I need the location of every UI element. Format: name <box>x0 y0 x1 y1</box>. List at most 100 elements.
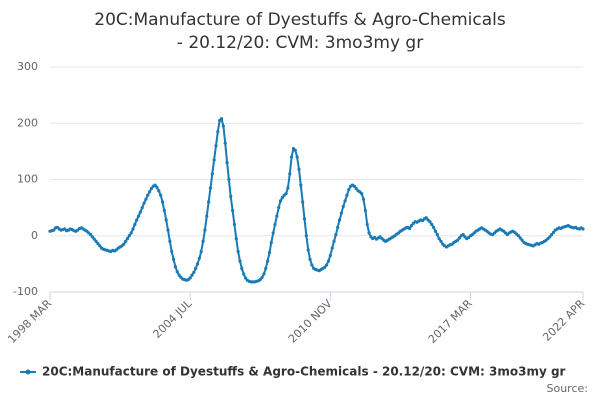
data-point <box>177 273 181 277</box>
data-point <box>223 141 227 145</box>
x-tick-label: 2004 JUL <box>151 296 195 340</box>
data-point <box>330 246 334 250</box>
data-point <box>227 177 231 182</box>
data-point <box>347 188 351 192</box>
data-point <box>435 233 439 237</box>
data-point <box>345 193 349 197</box>
data-point <box>219 117 224 121</box>
data-point <box>548 235 552 239</box>
data-point <box>122 242 126 246</box>
data-point <box>323 265 327 269</box>
data-point <box>424 216 428 220</box>
data-point <box>262 272 266 276</box>
data-point <box>258 278 262 282</box>
data-point <box>96 242 100 246</box>
data-point <box>343 199 347 203</box>
data-point <box>328 253 332 258</box>
data-point <box>260 275 264 279</box>
x-tick-label: 2022 APR <box>540 297 587 344</box>
data-point <box>266 259 270 263</box>
data-point <box>341 204 345 209</box>
data-point <box>304 234 308 238</box>
data-point <box>153 183 157 187</box>
data-point <box>280 195 284 200</box>
data-point <box>306 248 310 252</box>
data-point <box>88 233 93 237</box>
data-point <box>155 185 159 189</box>
data-point <box>550 233 554 237</box>
data-point <box>325 263 329 267</box>
data-point <box>52 228 56 232</box>
data-point <box>243 276 248 280</box>
data-point <box>339 211 343 215</box>
data-point <box>194 266 198 270</box>
data-point <box>201 239 205 243</box>
data-point <box>147 190 152 194</box>
data-point <box>138 210 142 214</box>
data-point <box>214 144 218 148</box>
data-point <box>92 237 96 241</box>
data-point <box>286 186 290 190</box>
chart-title-line-2: - 20.12/20: CVM: 3mo3my gr <box>177 33 423 53</box>
data-point <box>140 206 144 210</box>
data-point <box>264 266 268 270</box>
data-point <box>455 238 460 242</box>
data-point <box>142 201 146 205</box>
data-point <box>432 225 436 229</box>
data-point <box>135 218 139 222</box>
data-point <box>271 231 275 235</box>
data-point <box>188 276 192 280</box>
data-point <box>301 200 305 204</box>
data-point <box>439 239 443 243</box>
data-point <box>408 226 412 231</box>
data-point <box>98 244 102 248</box>
data-point <box>210 172 214 176</box>
data-point <box>277 206 281 210</box>
x-tick-label: 2010 NOV <box>286 297 335 346</box>
data-point <box>284 191 288 196</box>
data-point <box>551 230 556 234</box>
chart-title-line-1: 20C:Manufacture of Dyestuffs & Agro-Chem… <box>94 10 506 30</box>
data-point <box>173 265 178 269</box>
data-point <box>90 235 95 239</box>
data-point <box>131 227 135 231</box>
y-tick-label: 200 <box>17 116 38 129</box>
data-point <box>352 184 356 188</box>
data-point <box>518 236 522 240</box>
data-point <box>242 272 246 276</box>
data-point <box>164 218 168 222</box>
data-point <box>310 263 314 267</box>
data-point <box>232 222 237 227</box>
data-point <box>290 155 294 159</box>
data-point <box>361 197 366 201</box>
data-point <box>192 270 196 274</box>
data-point <box>208 186 213 190</box>
data-point <box>144 197 148 201</box>
y-tick-label: 100 <box>17 173 38 186</box>
data-point <box>94 239 98 243</box>
data-point <box>360 191 364 196</box>
data-point <box>461 233 465 237</box>
y-tick-label: 0 <box>31 229 38 242</box>
legend-marker <box>25 369 31 375</box>
data-point <box>175 270 179 274</box>
data-point <box>326 259 331 263</box>
source-label: Source: <box>547 382 589 395</box>
data-point <box>234 236 238 241</box>
data-point <box>269 240 273 245</box>
data-point <box>437 236 441 241</box>
data-point <box>136 214 141 218</box>
data-point <box>288 172 292 176</box>
data-point <box>149 186 154 191</box>
data-point <box>293 148 297 152</box>
data-point <box>308 257 312 261</box>
data-point <box>146 193 150 197</box>
data-point <box>354 186 358 191</box>
data-point <box>581 227 585 231</box>
data-point <box>363 208 367 213</box>
data-point <box>205 214 209 218</box>
series-line <box>49 116 584 283</box>
y-tick-label: 300 <box>17 60 38 73</box>
data-point <box>157 189 161 193</box>
